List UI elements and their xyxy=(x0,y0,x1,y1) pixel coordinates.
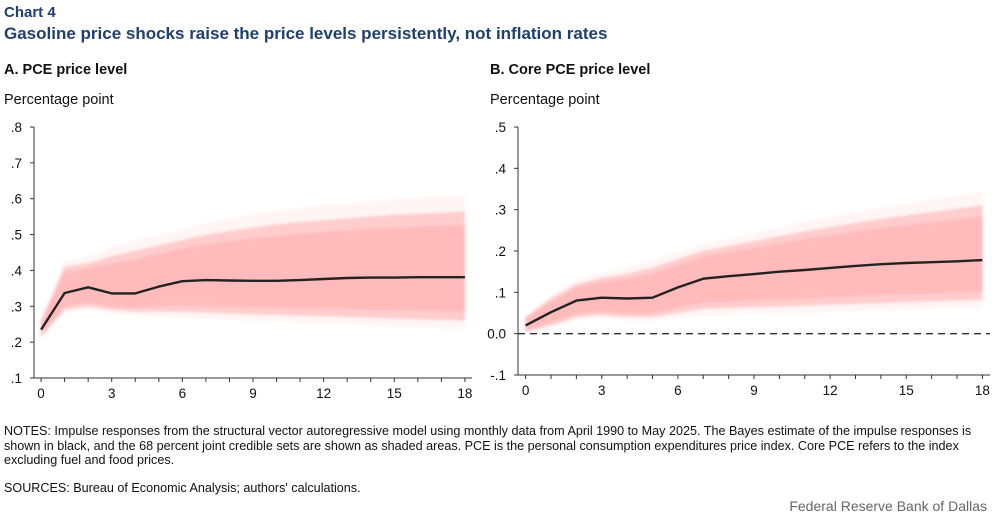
panel-b-ytick-label: 0.0 xyxy=(487,327,506,342)
panel-b-ytick-label: .4 xyxy=(495,161,507,176)
panel-b-ytick-label: .2 xyxy=(495,244,506,259)
panel-a-xtick-label: 9 xyxy=(249,386,257,401)
chart-label: Chart 4 xyxy=(4,4,56,21)
panel-a-xtick-label: 0 xyxy=(37,386,45,401)
panel-a-xtick-label: 18 xyxy=(457,386,472,401)
panel-a-title: A. PCE price level xyxy=(4,62,128,78)
panel-b-xtick-label: 9 xyxy=(750,383,758,398)
panel-a-xtick-label: 3 xyxy=(108,386,116,401)
panel-a-xtick-label: 15 xyxy=(387,386,402,401)
panel-b-estimate-line xyxy=(525,258,983,327)
panel-a-ylabel: Percentage point xyxy=(4,92,114,108)
charts-canvas: .1 .2 .3 .4 .5 .6 .7 .8 0 3 6 9 12 15 18 -.1 0.0 .1 .2 .3.… xyxy=(11,120,990,401)
credit-text: Federal Reserve Bank of Dallas xyxy=(789,498,987,514)
panel-b-xtick-label: 12 xyxy=(823,383,838,398)
panel-a-ytick-label: .1 xyxy=(11,371,22,386)
panel-b-title: B. Core PCE price level xyxy=(490,62,651,78)
notes-text: NOTES: Impulse responses from the struct… xyxy=(4,424,972,468)
panel-a-ytick-label: .3 xyxy=(11,299,22,314)
panel-a-estimate-line xyxy=(40,276,465,331)
panel-a-ytick-label: .6 xyxy=(11,192,22,207)
sources-text: SOURCES: Bureau of Economic Analysis; au… xyxy=(4,481,361,495)
panel-a-xtick-label: 6 xyxy=(179,386,187,401)
panel-b-xtick-label: 6 xyxy=(674,383,682,398)
panel-b-xtick-label: 18 xyxy=(975,383,990,398)
panel-b-ytick-label: .1 xyxy=(495,285,506,300)
panel-a-plot: .1 .2 .3 .4 .5 .6 .7 .8 0 3 6 9 12 15 18 xyxy=(11,120,473,401)
panel-b-xtick-label: 15 xyxy=(899,383,914,398)
panel-a-ytick-label: .7 xyxy=(11,156,22,171)
panel-b-plot: -.1 0.0 .1 .2 .3 .4 .5 0 3 6 9 12 15 18 xyxy=(487,120,990,398)
panel-b-ytick-label: .5 xyxy=(495,120,506,135)
panel-a-ytick-label: .8 xyxy=(11,120,22,135)
panel-b-ytick-label: -.1 xyxy=(490,368,506,383)
panel-b-ytick-label: .3 xyxy=(495,203,506,218)
panel-a-ytick-label: .2 xyxy=(11,335,22,350)
panel-a-ytick-label: .5 xyxy=(11,228,22,243)
panel-a-xtick-label: 12 xyxy=(316,386,331,401)
panel-b-ylabel: Percentage point xyxy=(490,92,600,108)
chart-title: Gasoline price shocks raise the price le… xyxy=(4,24,608,43)
panel-b-xtick-label: 0 xyxy=(522,383,530,398)
panel-a-ytick-label: .4 xyxy=(11,263,23,278)
panel-b-xtick-label: 3 xyxy=(598,383,606,398)
